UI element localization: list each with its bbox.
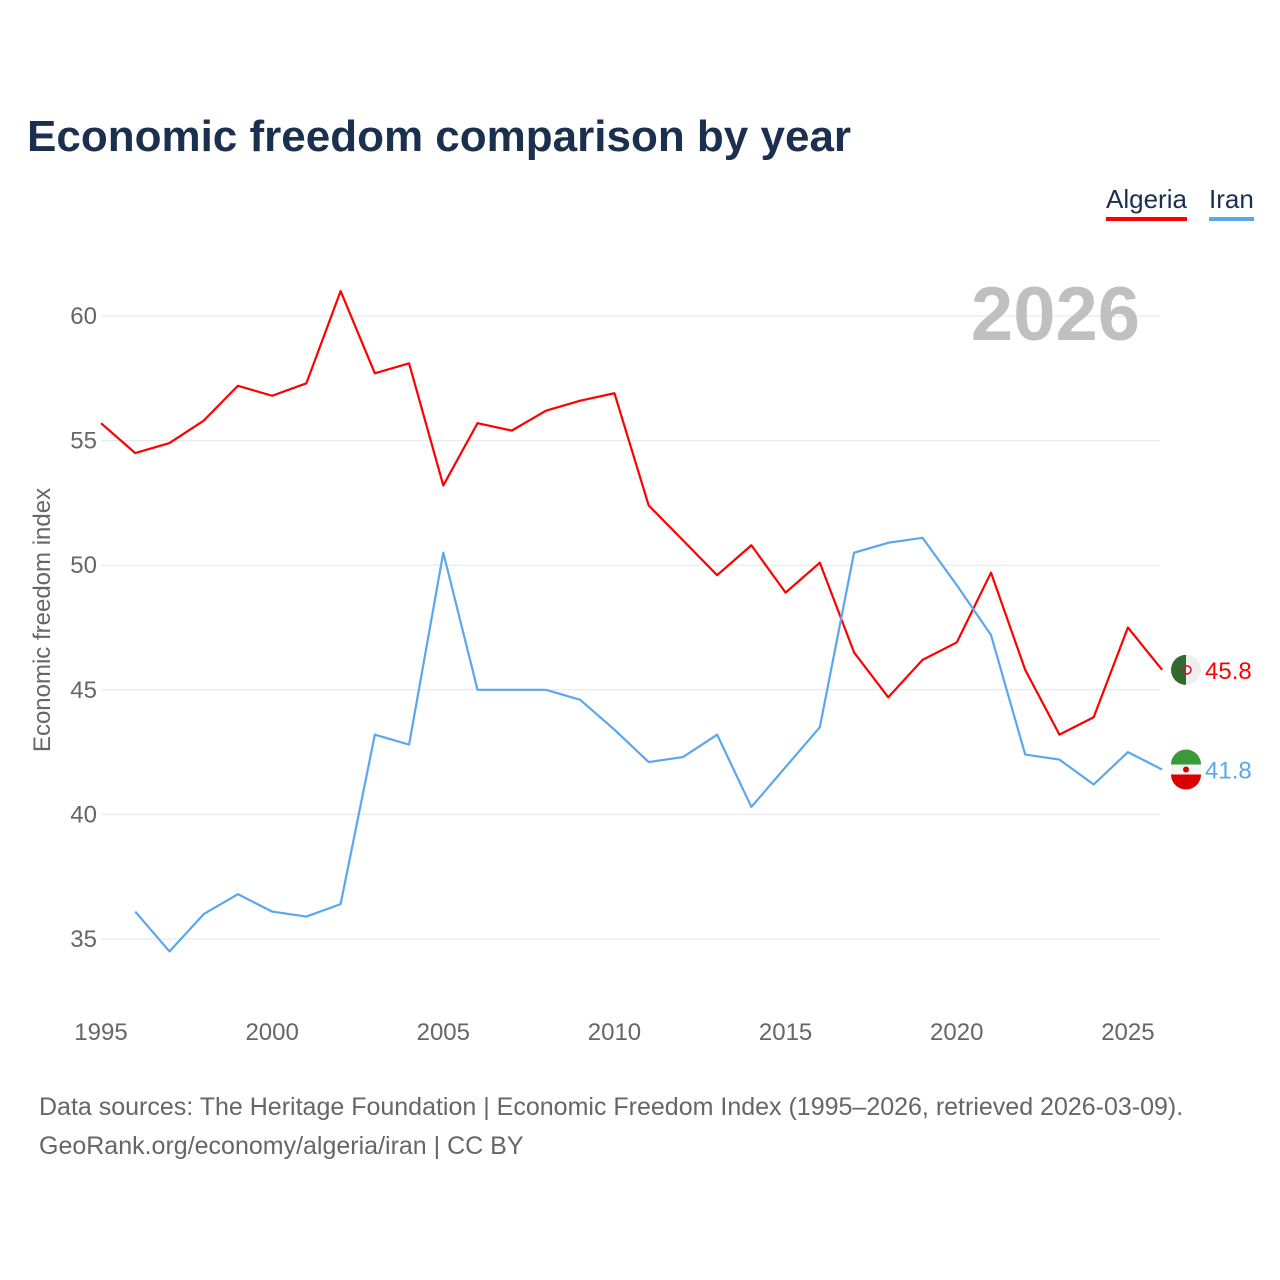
x-tick-label: 2005: [417, 1019, 470, 1046]
x-tick-label: 2025: [1101, 1019, 1154, 1046]
algeria-flag-crescent: [1182, 665, 1192, 675]
x-tick-label: 2015: [759, 1019, 812, 1046]
iran-flag-emblem: [1183, 766, 1189, 773]
x-tick-label: 2010: [588, 1019, 641, 1046]
chart-title: Economic freedom comparison by year: [27, 112, 852, 161]
legend-iran[interactable]: Iran: [1209, 184, 1254, 221]
legend-algeria[interactable]: Algeria: [1106, 184, 1187, 221]
series-line-algeria: [100, 289, 1163, 736]
y-tick-label: 50: [70, 552, 97, 579]
x-tick-label: 2020: [930, 1019, 983, 1046]
iran-flag-red: [1171, 774, 1201, 790]
end-value-label-algeria: 45.8: [1205, 658, 1252, 685]
source-line-1: Data sources: The Heritage Foundation | …: [39, 1093, 1184, 1121]
y-tick-label: 45: [70, 677, 97, 704]
y-axis-label: Economic freedom index: [29, 488, 56, 752]
y-tick-label: 35: [70, 926, 97, 953]
y-tick-label: 40: [70, 801, 97, 828]
source-line-2[interactable]: GeoRank.org/economy/algeria/iran | CC BY: [39, 1132, 524, 1160]
end-value-label-iran: 41.8: [1205, 758, 1252, 785]
x-tick-label: 2000: [245, 1019, 298, 1046]
y-tick-label: 55: [70, 428, 97, 455]
source-note: Data sources: The Heritage Foundation | …: [39, 1088, 1183, 1166]
y-tick-label: 60: [70, 303, 97, 330]
iran-flag-green: [1171, 749, 1201, 765]
x-tick-label: 1995: [74, 1019, 127, 1046]
year-watermark: 2026: [971, 272, 1140, 357]
series-line-iran: [134, 536, 1163, 953]
algeria-flag-green: [1171, 654, 1186, 685]
